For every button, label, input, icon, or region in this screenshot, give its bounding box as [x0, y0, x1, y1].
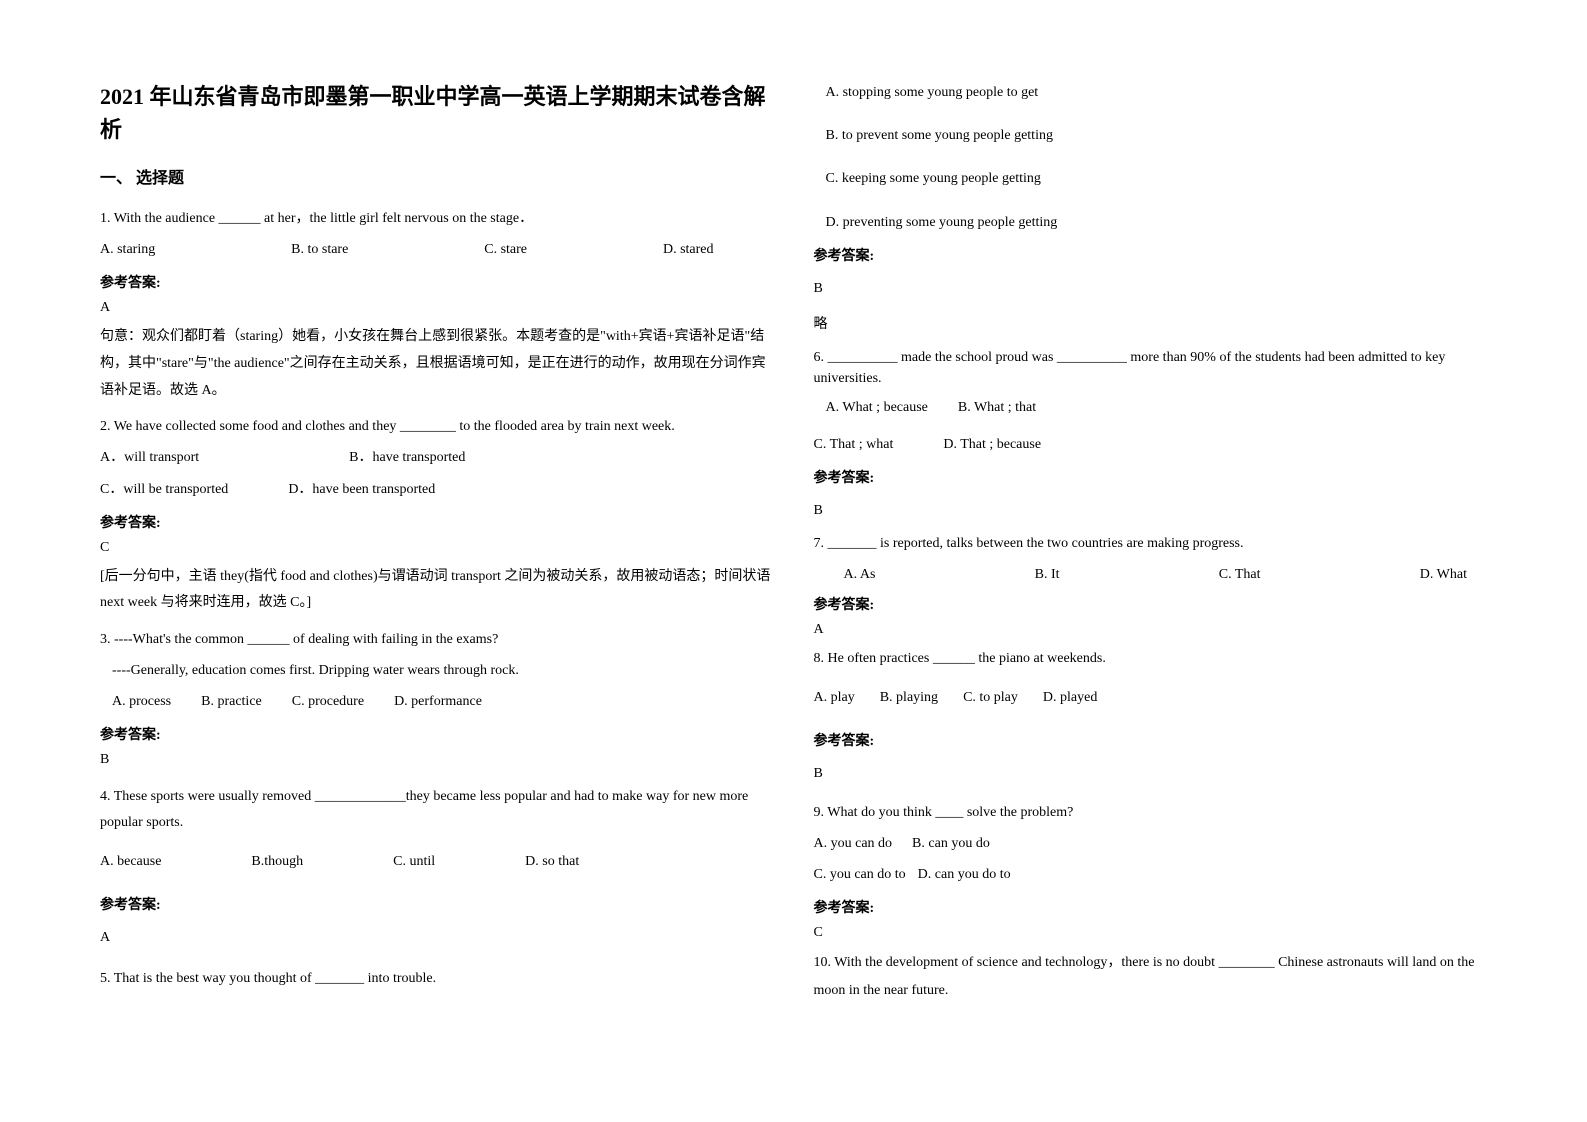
left-column: 2021 年山东省青岛市即墨第一职业中学高一英语上学期期末试卷含解析 一、 选择…	[100, 80, 774, 1042]
q7-optB: B. It	[1035, 562, 1060, 587]
q5-optD: D. preventing some young people getting	[814, 210, 1488, 235]
q10-text: 10. With the development of science and …	[814, 949, 1488, 1005]
q5-text: 5. That is the best way you thought of _…	[100, 966, 774, 991]
section-header: 一、 选择题	[100, 164, 774, 188]
right-column: A. stopping some young people to get B. …	[814, 80, 1488, 1042]
q4-optC: C. until	[393, 849, 435, 874]
q2-answer-label: 参考答案:	[100, 512, 774, 532]
q5-note: 略	[814, 313, 1488, 333]
q1-optA: A. staring	[100, 237, 155, 262]
q4-answer: A	[100, 930, 774, 946]
q2-text: 2. We have collected some food and cloth…	[100, 414, 774, 439]
q5-answer: B	[814, 281, 1488, 297]
q7-answer: A	[814, 622, 1488, 638]
q3-answer: B	[100, 752, 774, 768]
q1-optD: D. stared	[663, 237, 714, 262]
q2-optC: C．will be transported	[100, 477, 228, 502]
q9-optD: D. can you do to	[918, 862, 1011, 887]
q6-options-row1: A. What ; because B. What ; that	[814, 395, 1488, 420]
q4-text: 4. These sports were usually removed ___…	[100, 784, 774, 834]
q8-options: A. play B. playing C. to play D. played	[814, 685, 1488, 710]
q9-optB: B. can you do	[912, 831, 990, 856]
q3-optB: B. practice	[201, 689, 262, 714]
q5-optC: C. keeping some young people getting	[814, 166, 1488, 191]
q6-options-row2: C. That ; what D. That ; because	[814, 432, 1488, 457]
q7-optA: A. As	[844, 562, 876, 587]
q2-options-row1: A．will transport B．have transported	[100, 445, 774, 470]
q7-options: A. As B. It C. That D. What	[814, 562, 1488, 587]
q1-optB: B. to stare	[291, 237, 348, 262]
q1-answer-label: 参考答案:	[100, 272, 774, 292]
q4-optD: D. so that	[525, 849, 579, 874]
q6-optC: C. That ; what	[814, 432, 894, 457]
q9-optA: A. you can do	[814, 831, 893, 856]
q9-answer: C	[814, 925, 1488, 941]
q2-optB: B．have transported	[349, 445, 465, 470]
q1-answer: A	[100, 300, 774, 316]
q8-optC: C. to play	[963, 685, 1018, 710]
q8-optA: A. play	[814, 685, 855, 710]
q3-optC: C. procedure	[292, 689, 364, 714]
q2-optD: D．have been transported	[288, 477, 435, 502]
q6-answer: B	[814, 503, 1488, 519]
q7-text: 7. _______ is reported, talks between th…	[814, 531, 1488, 556]
q9-optC: C. you can do to	[814, 862, 906, 887]
q3-text2: ----Generally, education comes first. Dr…	[100, 658, 774, 683]
q2-optA: A．will transport	[100, 445, 199, 470]
document-title: 2021 年山东省青岛市即墨第一职业中学高一英语上学期期末试卷含解析	[100, 80, 774, 146]
q9-options-row2: C. you can do to D. can you do to	[814, 862, 1488, 887]
q1-options: A. staring B. to stare C. stare D. stare…	[100, 237, 774, 262]
q4-optA: A. because	[100, 849, 161, 874]
q3-text: 3. ----What's the common ______ of deali…	[100, 627, 774, 652]
q3-optD: D. performance	[394, 689, 482, 714]
q2-explanation: [后一分句中，主语 they(指代 food and clothes)与谓语动词…	[100, 564, 774, 617]
q7-optC: C. That	[1219, 562, 1261, 587]
q3-options: A. process B. practice C. procedure D. p…	[100, 689, 774, 714]
q1-optC: C. stare	[484, 237, 527, 262]
q3-answer-label: 参考答案:	[100, 724, 774, 744]
q4-optB: B.though	[251, 849, 303, 874]
q5-optB: B. to prevent some young people getting	[814, 123, 1488, 148]
q4-options: A. because B.though C. until D. so that	[100, 849, 774, 874]
q8-text: 8. He often practices ______ the piano a…	[814, 646, 1488, 671]
q6-optB: B. What ; that	[958, 395, 1036, 420]
q8-answer: B	[814, 766, 1488, 782]
q8-optD: D. played	[1043, 685, 1097, 710]
q7-answer-label: 参考答案:	[814, 594, 1488, 614]
q6-optD: D. That ; because	[943, 432, 1041, 457]
q8-answer-label: 参考答案:	[814, 730, 1488, 750]
q1-text: 1. With the audience ______ at her，the l…	[100, 206, 774, 231]
q5-answer-label: 参考答案:	[814, 245, 1488, 265]
q1-explanation: 句意：观众们都盯着（staring）她看，小女孩在舞台上感到很紧张。本题考查的是…	[100, 324, 774, 404]
q2-answer: C	[100, 540, 774, 556]
q6-text: 6. __________ made the school proud was …	[814, 347, 1488, 389]
q9-text: 9. What do you think ____ solve the prob…	[814, 800, 1488, 825]
q3-optA: A. process	[112, 689, 171, 714]
q9-answer-label: 参考答案:	[814, 897, 1488, 917]
q8-optB: B. playing	[880, 685, 938, 710]
q5-optA: A. stopping some young people to get	[814, 80, 1488, 105]
q7-optD: D. What	[1420, 562, 1467, 587]
q2-options-row2: C．will be transported D．have been transp…	[100, 477, 774, 502]
q4-answer-label: 参考答案:	[100, 894, 774, 914]
q6-answer-label: 参考答案:	[814, 467, 1488, 487]
q9-options-row1: A. you can do B. can you do	[814, 831, 1488, 856]
q6-optA: A. What ; because	[826, 395, 928, 420]
